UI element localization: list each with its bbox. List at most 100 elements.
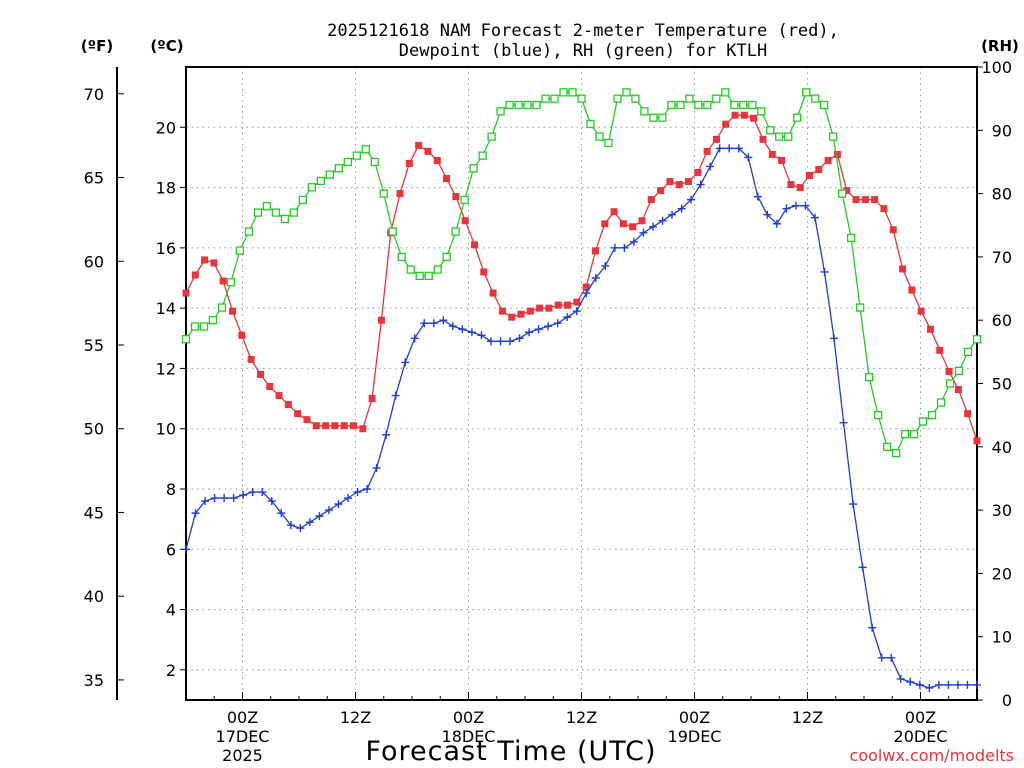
rh-point	[541, 94, 550, 103]
dewpoint-point	[363, 485, 372, 493]
rh-point	[730, 100, 739, 110]
rh-point	[927, 410, 937, 420]
rh-point	[406, 265, 415, 274]
temperature-point	[536, 304, 544, 312]
dewpoint-point	[934, 680, 943, 689]
dewpoint-point	[734, 144, 743, 153]
temperature-point	[591, 247, 599, 255]
temperature-point	[182, 289, 190, 297]
fahrenheit-axis: 35 40 45 50 55 60 65 70	[84, 85, 124, 690]
temperature-point	[619, 220, 627, 228]
rh-point	[945, 379, 955, 388]
series-temperature	[182, 111, 981, 445]
rh-point	[325, 170, 334, 179]
rh-point	[397, 252, 406, 262]
rh-point	[658, 113, 667, 122]
dewpoint-point	[820, 267, 829, 276]
temperature-point	[694, 169, 702, 176]
series-rh	[181, 88, 982, 458]
rh-point	[838, 189, 847, 198]
series-dewpoint	[182, 144, 981, 692]
rh-point	[415, 271, 424, 281]
time-tick-label: 12Z	[340, 708, 371, 727]
rh-point	[577, 94, 586, 103]
date-tick-label: 19DEC	[668, 727, 722, 746]
temperature-point	[917, 307, 925, 315]
rh-point	[235, 246, 245, 255]
temperature-point	[964, 410, 972, 418]
dewpoint-point	[553, 319, 562, 328]
dewpoint-point	[944, 680, 953, 689]
dewpoint-point	[305, 518, 314, 527]
dewpoint-point	[229, 494, 238, 503]
rh-point	[532, 100, 541, 110]
rh-point	[352, 151, 361, 160]
rh-line	[185, 91, 978, 455]
dewpoint-point	[610, 243, 619, 252]
time-tick-label: 00Z	[905, 708, 936, 727]
dewpoint-point	[915, 680, 924, 689]
rh-point	[649, 113, 658, 122]
rh-point	[433, 265, 442, 274]
rh-point	[370, 157, 379, 167]
temperature-point	[443, 175, 451, 183]
temperature-point	[256, 370, 264, 378]
rh-tick-label: 50	[992, 375, 1012, 394]
temperature-point	[322, 422, 330, 430]
dewpoint-point	[668, 210, 677, 219]
rh-point	[568, 88, 577, 97]
temperature-point	[489, 289, 497, 297]
rh-point	[685, 94, 694, 103]
temperature-point	[759, 135, 767, 143]
dewpoint-point	[477, 331, 486, 340]
temperature-point	[350, 422, 358, 430]
temperature-point	[554, 301, 562, 309]
rh-point	[442, 252, 451, 262]
time-tick-label: 00Z	[679, 708, 710, 727]
rh-point	[244, 227, 254, 236]
temperature-point	[685, 178, 693, 186]
fahrenheit-tick-label: 65	[84, 169, 104, 188]
temperature-point	[675, 181, 683, 189]
temperature-point	[508, 313, 516, 321]
temperature-point	[954, 386, 962, 394]
rh-point	[595, 132, 604, 141]
rh-point	[712, 94, 721, 103]
rh-point	[972, 335, 982, 344]
rh-point	[280, 214, 290, 224]
rh-point	[307, 183, 316, 192]
rh-tick-label: 40	[992, 438, 1012, 457]
temperature-point	[498, 307, 506, 315]
x-axis-title: Forecast Time (UTC)	[365, 736, 656, 767]
dewpoint-point	[296, 524, 305, 533]
chart-title-line1: 2025121618 NAM Forecast 2-meter Temperat…	[327, 21, 839, 41]
rh-point	[334, 164, 343, 173]
rh-point	[829, 132, 838, 141]
unit-rh-label: (RH)	[981, 37, 1019, 55]
rh-point	[190, 322, 200, 331]
dewpoint-point	[191, 509, 200, 518]
rh-point	[523, 100, 532, 110]
temperature-point	[284, 401, 292, 409]
rh-point	[460, 195, 469, 205]
celsius-tick-label: 8	[166, 480, 176, 499]
celsius-tick-label: 20	[156, 118, 176, 137]
temperature-point	[852, 196, 860, 204]
rh-point	[820, 100, 829, 110]
temperature-point	[359, 425, 367, 433]
dewpoint-point	[887, 653, 896, 662]
temperature-point	[973, 437, 981, 445]
rh-point	[424, 271, 433, 281]
temperature-point	[647, 196, 655, 204]
dewpoint-point	[344, 494, 353, 503]
temperature-point	[768, 150, 776, 158]
rh-point	[379, 189, 388, 198]
dewpoint-point	[706, 162, 715, 171]
rh-point	[739, 100, 748, 110]
rh-point	[873, 410, 883, 420]
dewpoint-point	[182, 545, 190, 554]
temperature-point	[805, 172, 813, 180]
chart-title-line2: Dewpoint (blue), RH (green) for KTLH	[399, 41, 767, 61]
